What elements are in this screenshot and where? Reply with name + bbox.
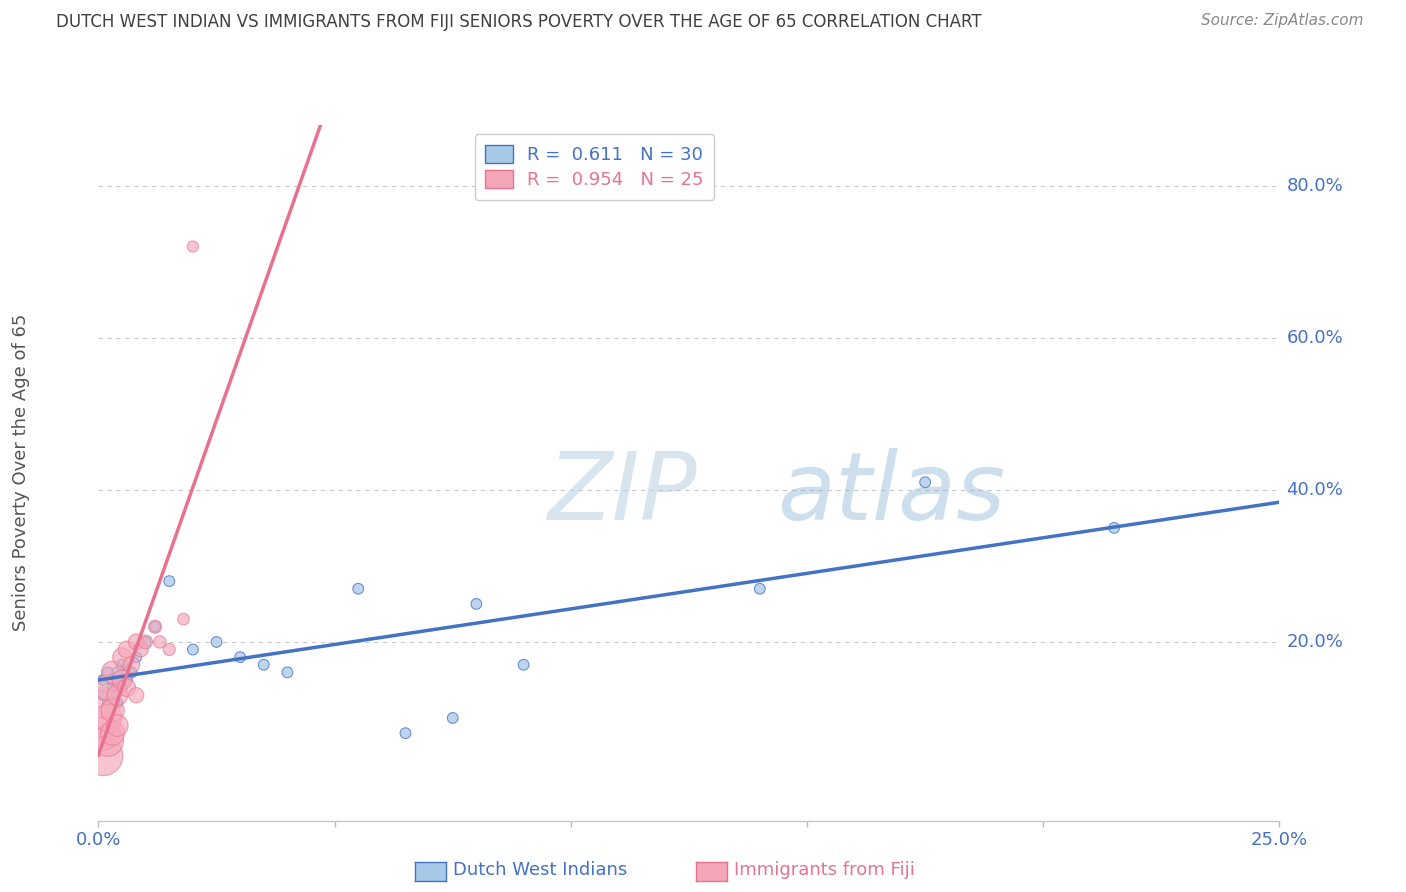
Point <box>157 574 180 588</box>
Point <box>465 597 488 611</box>
Point <box>115 642 138 657</box>
Text: Source: ZipAtlas.com: Source: ZipAtlas.com <box>1201 13 1364 29</box>
Point <box>121 657 143 672</box>
Point <box>748 582 770 596</box>
Text: 40.0%: 40.0% <box>1286 481 1343 499</box>
Text: 60.0%: 60.0% <box>1286 329 1343 347</box>
Point <box>101 681 124 695</box>
Point <box>115 681 138 695</box>
Point <box>91 726 114 740</box>
Point <box>97 711 120 725</box>
Point <box>1102 521 1125 535</box>
Legend: R =  0.611   N = 30, R =  0.954   N = 25: R = 0.611 N = 30, R = 0.954 N = 25 <box>475 134 714 200</box>
Point <box>105 688 128 702</box>
Point <box>105 665 128 680</box>
Point <box>143 620 166 634</box>
Point <box>111 657 134 672</box>
Point <box>115 673 138 687</box>
Text: 20.0%: 20.0% <box>1286 633 1343 651</box>
Text: 80.0%: 80.0% <box>1286 177 1343 194</box>
Point <box>347 582 370 596</box>
Point <box>143 620 166 634</box>
Point <box>111 650 134 665</box>
Point <box>149 635 172 649</box>
Text: DUTCH WEST INDIAN VS IMMIGRANTS FROM FIJI SENIORS POVERTY OVER THE AGE OF 65 COR: DUTCH WEST INDIAN VS IMMIGRANTS FROM FIJ… <box>56 13 981 31</box>
Point <box>91 688 114 702</box>
Point <box>111 673 134 687</box>
Point <box>125 688 148 702</box>
Text: ZIP: ZIP <box>547 448 697 539</box>
Point <box>135 635 157 649</box>
Point <box>157 642 180 657</box>
Point <box>91 749 114 764</box>
Point <box>135 635 157 649</box>
Point <box>101 703 124 717</box>
Point <box>101 726 124 740</box>
Point <box>91 696 114 710</box>
Point <box>181 642 204 657</box>
Point <box>914 475 936 490</box>
Point <box>129 642 152 657</box>
Point <box>394 726 416 740</box>
Point <box>253 657 276 672</box>
Point <box>172 612 194 626</box>
Point <box>97 696 120 710</box>
Point <box>101 665 124 680</box>
Point <box>125 650 148 665</box>
Point <box>101 673 124 687</box>
Point <box>441 711 464 725</box>
Point <box>121 665 143 680</box>
Point <box>276 665 298 680</box>
Point <box>97 665 120 680</box>
Text: Dutch West Indians: Dutch West Indians <box>453 861 627 879</box>
Text: Seniors Poverty Over the Age of 65: Seniors Poverty Over the Age of 65 <box>13 314 30 632</box>
Point <box>97 733 120 747</box>
Point <box>205 635 228 649</box>
Text: Immigrants from Fiji: Immigrants from Fiji <box>734 861 915 879</box>
Point <box>512 657 534 672</box>
Point <box>105 696 128 710</box>
Point <box>181 239 204 253</box>
Point <box>111 681 134 695</box>
Point <box>91 673 114 687</box>
Text: atlas: atlas <box>778 448 1005 539</box>
Point <box>101 688 124 702</box>
Point <box>105 718 128 732</box>
Point <box>229 650 252 665</box>
Point <box>97 681 120 695</box>
Point <box>125 635 148 649</box>
